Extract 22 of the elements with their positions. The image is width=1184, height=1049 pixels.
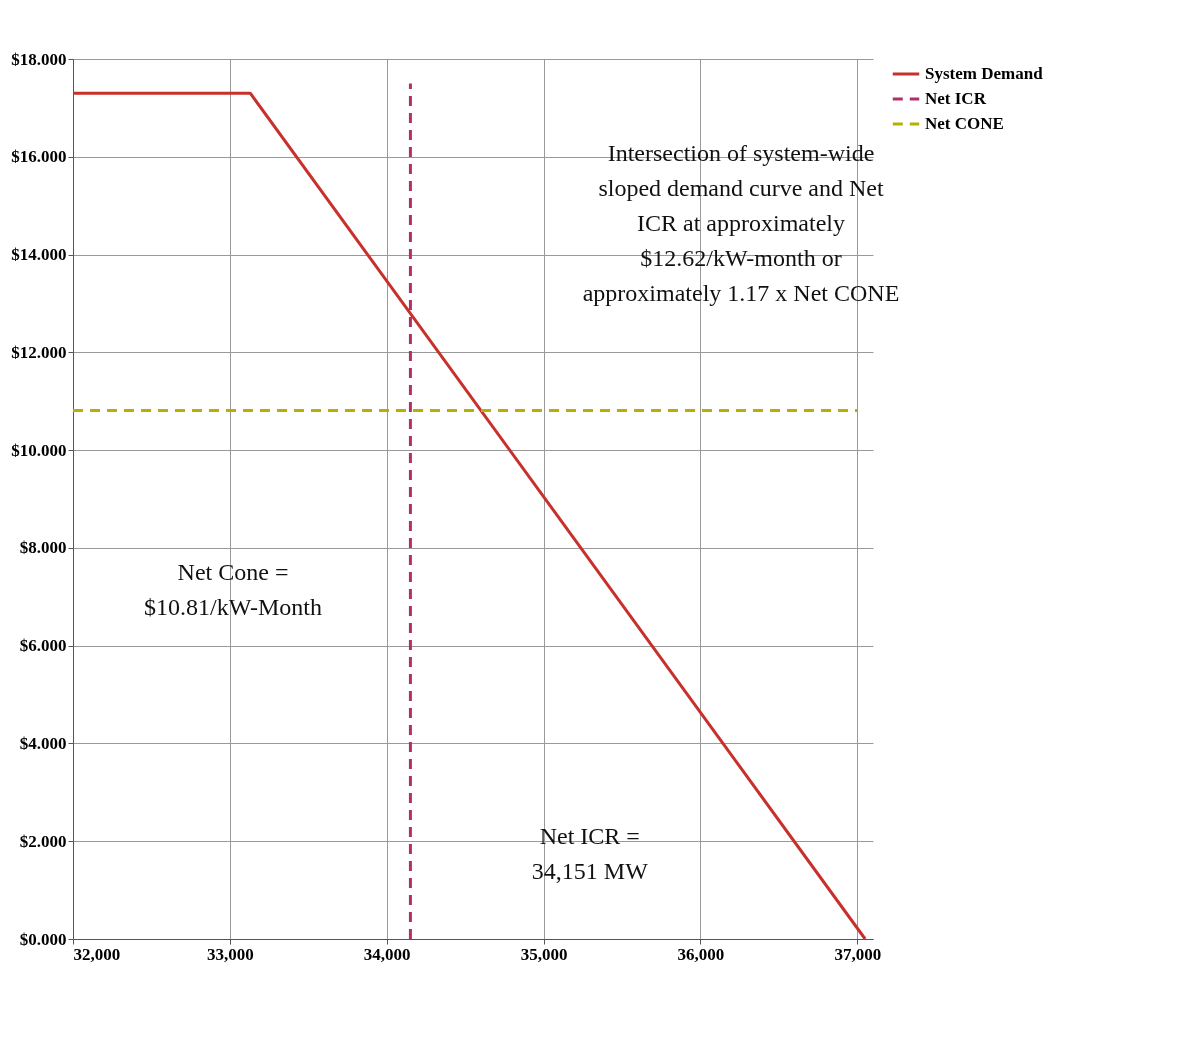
- annotation: Net ICR = 34,151 MW: [531, 822, 649, 884]
- y-tick-label: $12.000: [11, 342, 67, 362]
- y-tick-label: $18.000: [11, 49, 67, 69]
- annotation: Intersection of system-wide sloped demand curve and Net ICR at approximately $12.62/kW-month or approximately 1.17 x Net CONE: [582, 140, 900, 307]
- y-tick-label: $0.000: [19, 929, 67, 949]
- y-tick-label: $8.000: [19, 538, 67, 558]
- y-tick-label: $6.000: [19, 636, 67, 656]
- x-tick-label: 35,000: [520, 944, 568, 964]
- y-tick-label: $10.000: [11, 440, 67, 460]
- x-tick-label: 37,000: [834, 944, 882, 964]
- y-tick-label: $2.000: [19, 831, 67, 851]
- y-tick-label: $4.000: [19, 733, 67, 753]
- y-tick-label: $16.000: [11, 147, 67, 167]
- legend-label: Net ICR: [925, 89, 987, 108]
- annotation: Net Cone = $10.81/kW-Month: [144, 558, 322, 620]
- x-tick-label: 33,000: [206, 944, 254, 964]
- x-tick-label: 34,000: [363, 944, 411, 964]
- x-tick-label: 32,000: [73, 944, 121, 964]
- y-tick-label: $14.000: [11, 245, 67, 265]
- legend-label: Net CONE: [925, 114, 1004, 133]
- x-tick-label: 36,000: [677, 944, 725, 964]
- legend-label: System Demand: [925, 64, 1044, 83]
